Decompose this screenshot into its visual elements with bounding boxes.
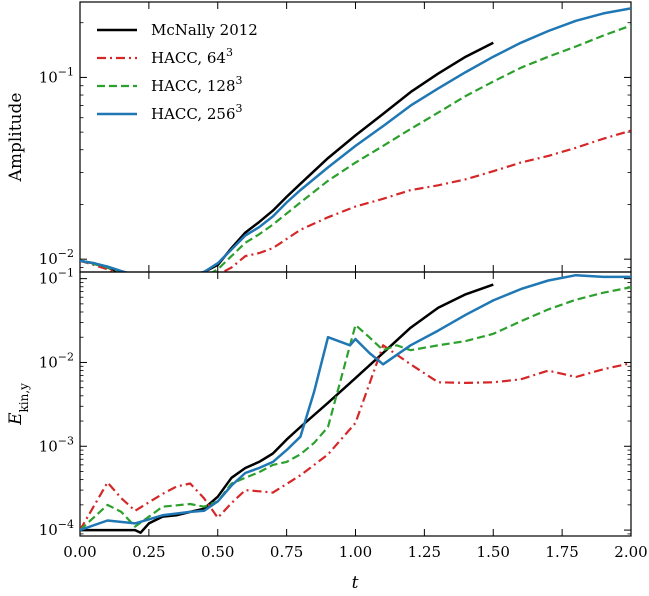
y-tick-label-base: 10 [39,250,58,268]
series-line-hacc128 [80,24,631,272]
series-line-hacc128 [80,286,631,531]
amplitude-panel: 10−210−1 Amplitude [6,1,632,273]
y-tick-label-base: 10 [39,521,58,539]
kinetic-energy-plot-frame [79,271,632,537]
x-tick-labels: 0.00 0.25 0.50 0.75 1.00 1.25 1.50 1.75 2.00 [63,543,647,561]
legend-label: HACC, 1283 [151,74,243,95]
x-tick-label: 1.50 [477,543,510,561]
legend-label-text: McNally 2012 [151,21,258,39]
y-tick-label-base: 10 [39,353,58,371]
legend-label-superscript: 3 [226,46,233,59]
legend-label-text: HACC, 256 [151,105,236,123]
amplitude-y-ticks: 10−210−1 [39,65,631,268]
legend-label: HACC, 643 [151,46,233,67]
y-tick-label-exponent: −1 [58,267,74,280]
y-tick-label: 10−1 [39,267,74,288]
y-tick-label-base: 10 [39,270,58,288]
y-tick-label: 10−1 [39,65,74,86]
y-tick-label-base: 10 [39,68,58,86]
y-tick-label-base: 10 [39,437,58,455]
legend-label: McNally 2012 [151,21,258,39]
series-line-hacc256 [80,7,631,272]
x-tick-label: 0.50 [201,543,234,561]
amplitude-y-axis-label: Amplitude [6,93,26,183]
kinetic-energy-y-axis-label: Ekin,y [6,383,31,426]
legend-label-text: HACC, 128 [151,77,236,95]
x-tick-label: 1.00 [339,543,372,561]
series-line-mcnally [80,41,494,272]
x-tick-label: 0.25 [132,543,165,561]
x-tick-label: 1.25 [408,543,441,561]
kinetic-energy-panel: 10−410−310−210−1 Ekin,y [6,267,632,539]
x-axis-label: t [352,573,359,593]
series-line-hacc64 [80,129,631,272]
y-tick-label-exponent: −2 [58,350,74,363]
y-tick-label: 10−3 [39,434,74,455]
y-tick-label: 10−4 [39,518,74,539]
amplitude-minor-ticks [80,22,631,268]
y-tick-label: 10−2 [39,247,74,268]
y-tick-label-exponent: −2 [58,247,74,260]
kinetic-energy-x-ticks [79,272,632,536]
x-tick-label: 0.00 [63,543,96,561]
series-line-hacc256 [80,273,631,532]
y-tick-label-exponent: −4 [58,518,74,531]
legend-label-superscript: 3 [236,74,243,87]
amplitude-series [80,7,631,272]
legend-label: HACC, 2563 [151,102,243,123]
x-tick-label: 0.75 [270,543,303,561]
y-tick-label-exponent: −1 [58,65,74,78]
kinetic-energy-minor-ticks [80,282,631,535]
y-tick-label: 10−2 [39,350,74,371]
series-line-hacc64 [80,344,631,531]
legend-label-superscript: 3 [236,102,243,115]
kinetic-energy-y-ticks: 10−410−310−210−1 [39,267,631,539]
x-tick-label: 1.75 [545,543,578,561]
kinetic-energy-series [80,273,631,534]
y-tick-label-exponent: −3 [58,434,74,447]
series-line-mcnally [80,283,494,534]
x-tick-label: 2.00 [614,543,647,561]
legend-label-text: HACC, 64 [151,49,226,67]
